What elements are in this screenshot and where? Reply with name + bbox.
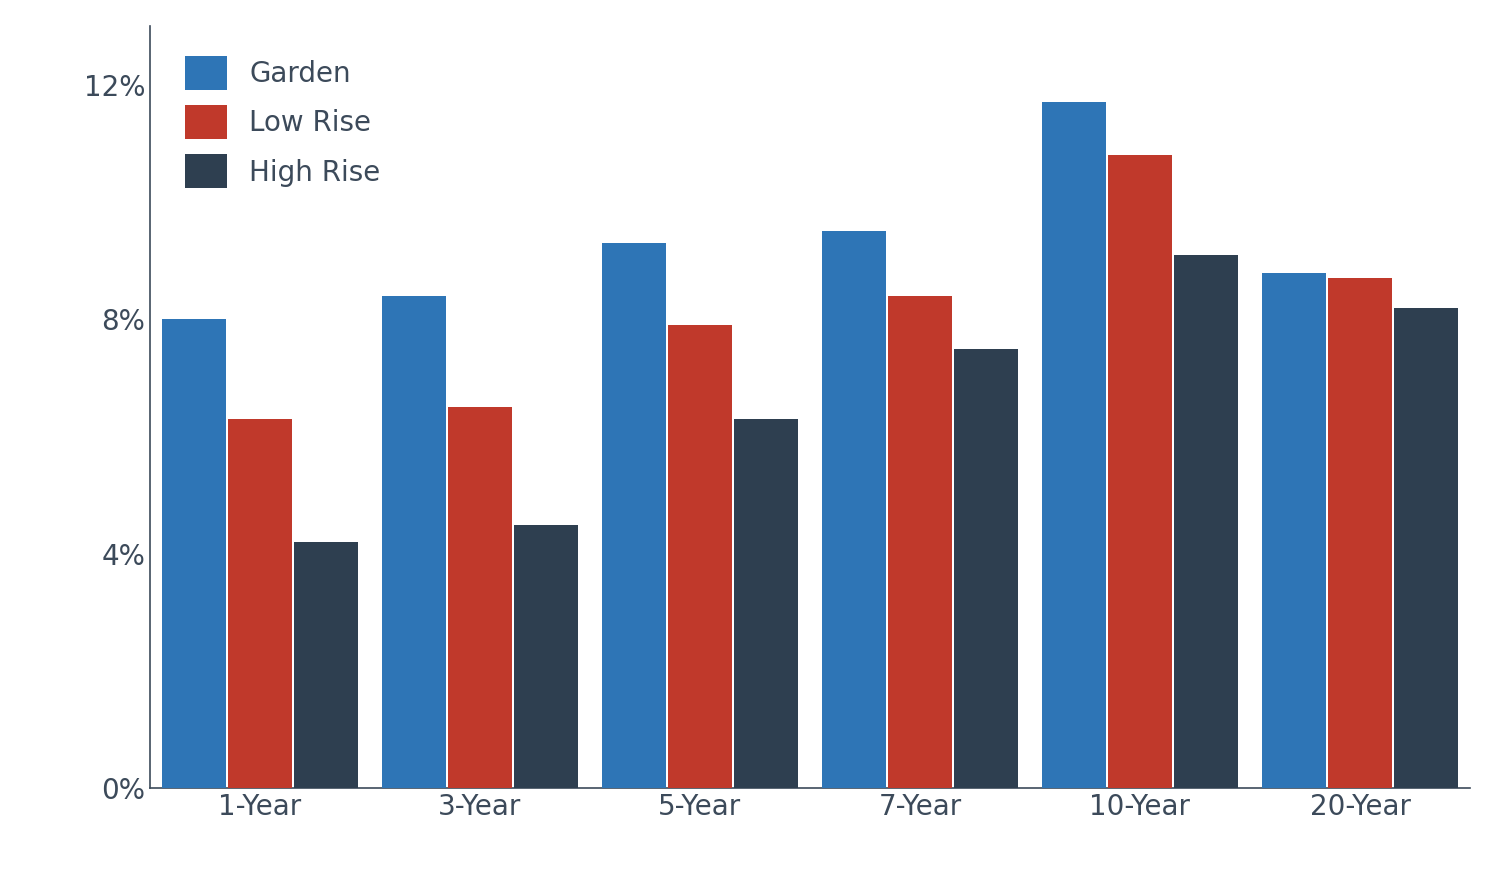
Bar [1108,155,1172,788]
Bar [513,525,578,788]
Bar [668,325,732,788]
Bar [734,419,798,788]
Bar [228,419,292,788]
Bar [382,296,447,788]
Bar [1328,279,1392,788]
Bar [888,296,952,788]
Bar [162,320,226,788]
Legend: Garden, Low Rise, High Rise: Garden, Low Rise, High Rise [177,48,388,197]
Bar [294,542,357,788]
Bar [1173,255,1238,788]
Bar [822,231,886,788]
Bar [1042,102,1107,788]
Bar [954,349,1017,788]
Bar [1263,272,1326,788]
Bar [603,244,666,788]
Bar [448,407,512,788]
Bar [1394,307,1458,788]
